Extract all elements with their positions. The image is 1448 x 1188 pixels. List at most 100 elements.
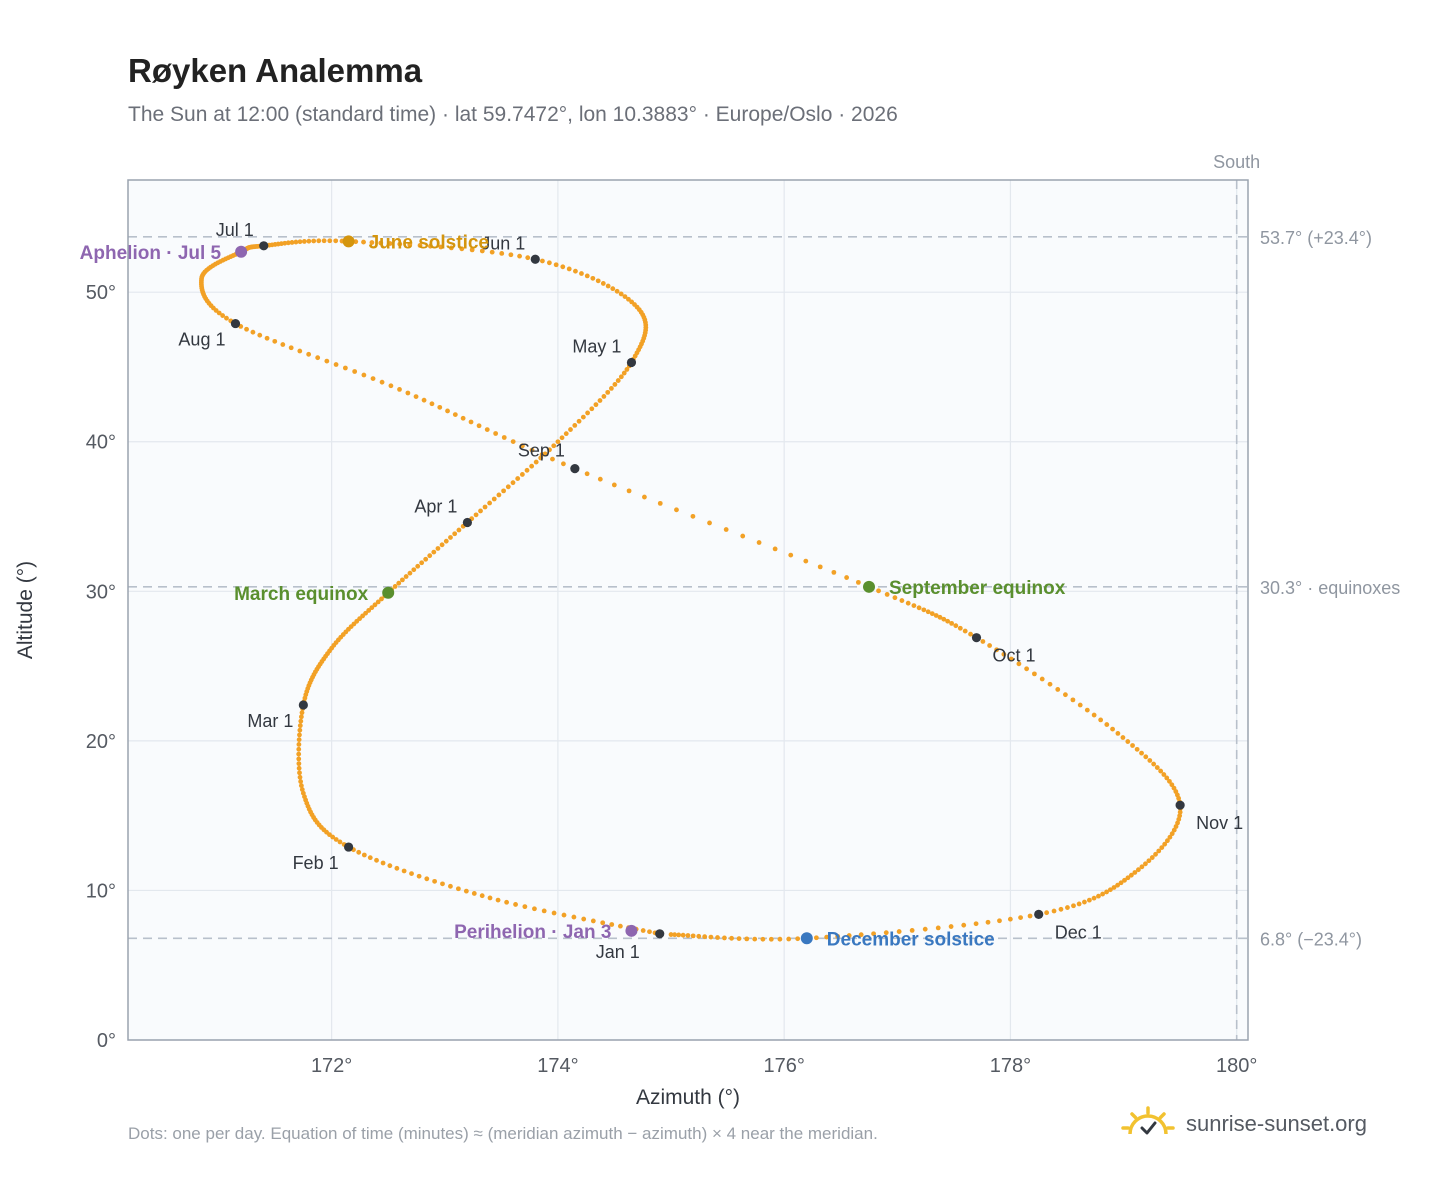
- daily-sun-dot: [405, 390, 411, 396]
- daily-sun-dot: [788, 552, 794, 558]
- daily-sun-dot: [224, 315, 229, 321]
- brand[interactable]: sunrise-sunset.org: [1120, 1102, 1367, 1146]
- daily-sun-dot: [696, 933, 702, 939]
- reference-line-label: 53.7° (+23.4°): [1260, 228, 1372, 248]
- daily-sun-dot: [1027, 913, 1033, 919]
- daily-sun-dot: [515, 476, 521, 481]
- daily-sun-dot: [529, 447, 535, 453]
- event-marker-dot: [800, 932, 813, 945]
- daily-sun-dot: [409, 871, 414, 877]
- daily-sun-dot: [257, 332, 263, 338]
- daily-sun-dot: [1100, 891, 1106, 897]
- daily-sun-dot: [590, 275, 596, 281]
- daily-sun-dot: [533, 459, 539, 465]
- daily-sun-dot: [342, 365, 348, 371]
- daily-sun-dot: [1051, 908, 1057, 914]
- daily-sun-dot: [296, 756, 302, 762]
- daily-sun-dot: [640, 928, 646, 933]
- daily-sun-dot: [379, 596, 384, 602]
- daily-sun-dot: [568, 427, 573, 432]
- daily-sun-dot: [216, 310, 222, 316]
- daily-sun-dot: [1082, 899, 1087, 905]
- daily-sun-dot: [361, 852, 367, 858]
- daily-sun-dot: [520, 443, 525, 449]
- daily-sun-dot: [522, 904, 528, 910]
- daily-sun-dot: [487, 500, 493, 506]
- daily-sun-dot: [1076, 901, 1082, 907]
- daily-sun-dot: [916, 605, 922, 611]
- daily-sun-dot: [1177, 809, 1183, 815]
- daily-sun-dot: [561, 912, 567, 918]
- daily-sun-dot: [510, 480, 516, 486]
- daily-sun-dot: [1018, 915, 1023, 921]
- daily-sun-dot: [722, 935, 727, 941]
- brand-text: sunrise-sunset.org: [1186, 1111, 1367, 1136]
- plot-frame: [127, 179, 1249, 1041]
- reference-line-label: 30.3° · equinoxes: [1260, 578, 1400, 598]
- daily-sun-dot: [883, 930, 889, 936]
- daily-sun-dot: [484, 427, 490, 432]
- daily-sun-dot: [1104, 722, 1110, 727]
- daily-sun-dot: [987, 643, 993, 648]
- month-marker-label: Jun 1: [481, 233, 525, 253]
- daily-sun-dot: [1058, 906, 1064, 912]
- daily-sun-dot: [468, 419, 474, 425]
- daily-sun-dot: [997, 918, 1002, 924]
- daily-sun-dot: [499, 251, 505, 256]
- daily-sun-dot: [352, 369, 358, 374]
- x-tick-label: 180°: [1216, 1055, 1257, 1077]
- daily-sun-dot: [610, 286, 616, 292]
- daily-sun-dot: [858, 932, 864, 938]
- daily-sun-dot: [387, 241, 393, 246]
- daily-sun-dot: [933, 613, 939, 618]
- daily-sun-dot: [760, 936, 766, 942]
- daily-sun-dot: [685, 933, 691, 938]
- daily-sun-dot: [925, 609, 931, 615]
- daily-sun-dot: [884, 592, 890, 597]
- daily-sun-dot: [416, 873, 422, 879]
- daily-sun-dot: [431, 549, 437, 555]
- month-marker-dot: [462, 517, 472, 528]
- daily-sun-dot: [702, 934, 708, 940]
- daily-sun-dot: [1032, 671, 1037, 677]
- daily-sun-dot: [296, 737, 302, 743]
- daily-sun-dot: [471, 891, 477, 896]
- daily-sun-dot: [945, 618, 951, 624]
- daily-sun-dot: [929, 611, 935, 617]
- event-marker-label: December solstice: [827, 929, 995, 950]
- daily-sun-dot: [297, 348, 303, 354]
- month-marker-dot: [570, 464, 580, 474]
- daily-sun-dot: [333, 837, 339, 842]
- daily-sun-dot: [559, 435, 565, 441]
- daily-sun-dot: [456, 527, 462, 533]
- daily-sun-dot: [1047, 681, 1053, 687]
- daily-sun-dot: [298, 783, 304, 789]
- daily-sun-dot: [1146, 858, 1152, 864]
- month-markers: Jan 1 Feb 1 Mar 1 Apr 1 May 1 Jun 1 Jul 1 Aug 1…: [178, 220, 1243, 962]
- daily-sun-dot: [1107, 887, 1113, 893]
- daily-sun-dot: [333, 362, 339, 367]
- daily-sun-dot: [1149, 855, 1155, 860]
- event-marker-label: Perihelion · Jan 3: [454, 922, 611, 943]
- daily-sun-dot: [316, 238, 322, 244]
- month-marker-label: May 1: [572, 336, 621, 356]
- daily-sun-dot: [296, 742, 302, 747]
- daily-sun-dot: [980, 639, 986, 644]
- daily-sun-dot: [463, 888, 469, 894]
- daily-sun-dot: [1086, 897, 1092, 903]
- month-marker-dot: [259, 241, 269, 251]
- daily-sun-dot: [871, 931, 876, 937]
- daily-sun-dot: [324, 358, 330, 364]
- month-marker-dot: [1175, 800, 1185, 810]
- daily-sun-dot: [375, 599, 381, 605]
- y-axis-title: Altitude (°): [14, 561, 37, 659]
- daily-sun-dot: [388, 383, 394, 389]
- daily-sun-dot: [288, 345, 294, 351]
- daily-sun-dot: [1007, 916, 1013, 922]
- daily-sun-dot: [572, 423, 578, 428]
- daily-sun-dot: [296, 746, 302, 752]
- daily-sun-dot: [777, 936, 783, 942]
- daily-sun-dot: [593, 402, 599, 408]
- daily-sun-dot: [973, 921, 979, 927]
- daily-sun-dot: [369, 605, 375, 611]
